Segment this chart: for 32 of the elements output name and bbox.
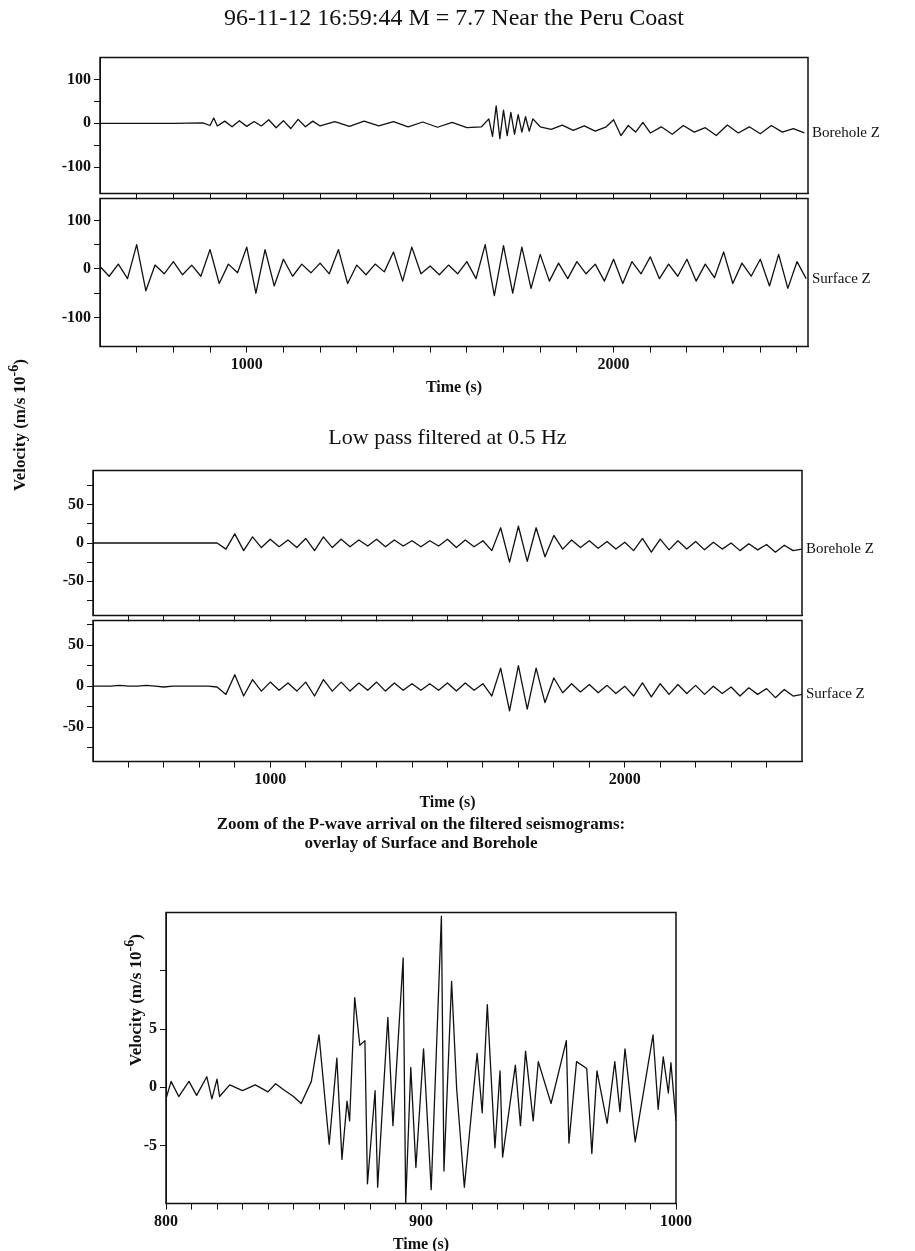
y-tick-label: -5 (143, 1135, 157, 1153)
series-label: Borehole Z (806, 540, 874, 557)
y-tick-label: 0 (76, 676, 84, 694)
y-tick-label: 0 (83, 259, 91, 277)
x-tick-label: 1000 (660, 1212, 692, 1230)
y-tick-label: 50 (68, 635, 84, 653)
chart-title: Low pass filtered at 0.5 Hz (328, 424, 567, 449)
y-tick-label: 0 (83, 113, 91, 131)
y-tick-label: 100 (67, 69, 91, 87)
x-tick-label: 1000 (230, 355, 263, 373)
series-label: Surface Z (806, 685, 865, 702)
series-label: Borehole Z (812, 123, 880, 140)
x-tick-label: 800 (154, 1212, 178, 1230)
x-axis-title: Time (s) (419, 792, 476, 811)
y-tick-label: -100 (61, 307, 91, 325)
y-tick-label: 5 (149, 1019, 157, 1037)
y-tick-label: -50 (62, 717, 84, 735)
chart-title: 96-11-12 16:59:44 M = 7.7 Near the Peru Coast (224, 4, 684, 30)
x-tick-label: 900 (409, 1212, 433, 1230)
series-label: Surface Z (812, 269, 871, 286)
y-tick-label: 50 (68, 495, 84, 513)
y-tick-label: 0 (76, 533, 84, 551)
y-tick-label: 0 (149, 1077, 157, 1095)
y-tick-label: -50 (62, 571, 84, 589)
chart-subtitle: overlay of Surface and Borehole (303, 832, 538, 853)
x-axis-title: Time (s) (425, 377, 483, 396)
y-tick-label: -100 (61, 157, 91, 175)
chart-title: Zoom of the P-wave arrival on the filtered seismograms: (216, 814, 626, 833)
x-tick-label: 2000 (608, 770, 641, 788)
x-tick-label: 1000 (254, 770, 287, 788)
y-tick-label: 100 (67, 210, 91, 228)
x-tick-label: 2000 (597, 355, 630, 373)
